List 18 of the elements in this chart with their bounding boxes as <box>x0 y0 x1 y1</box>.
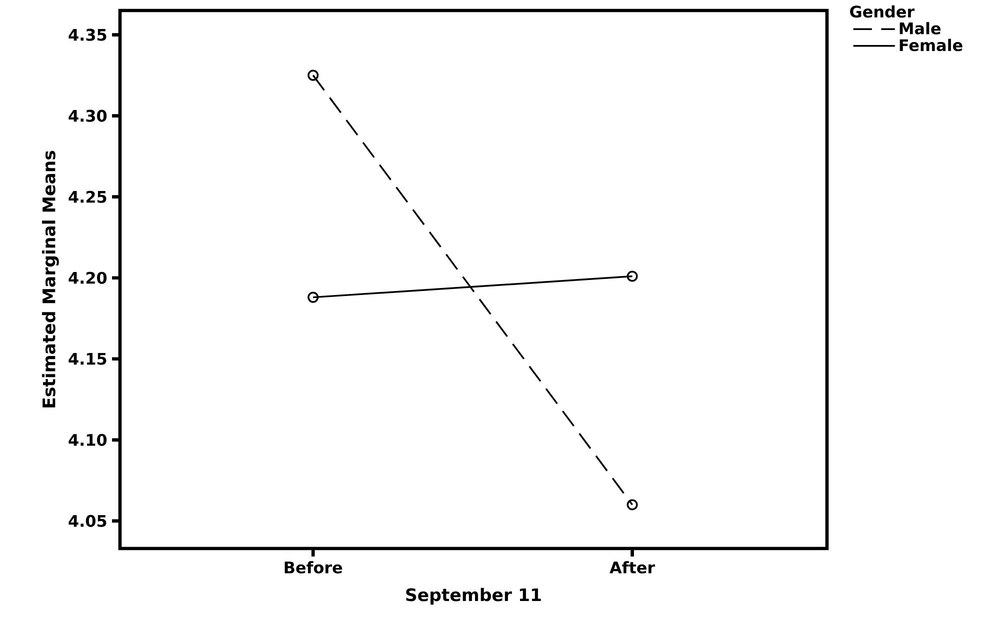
x-tick-label: Before <box>284 561 342 574</box>
legend-label: Male <box>900 22 941 35</box>
y-tick-label: 4.25 <box>68 191 106 204</box>
y-tick-label: 4.15 <box>68 353 106 366</box>
y-tick-label: 4.35 <box>68 29 106 42</box>
x-tick-label: After <box>610 561 656 574</box>
y-tick-label: 4.30 <box>68 110 107 122</box>
point <box>626 270 638 282</box>
y-tick-label: 4.05 <box>68 515 106 528</box>
x-axis-title: September 11 <box>406 588 541 605</box>
legend-label: Female <box>900 39 962 52</box>
point <box>308 70 319 82</box>
y-axis-title: Estimated Marginal Means <box>42 151 59 408</box>
y-tick-label: 4.20 <box>68 272 107 284</box>
point <box>626 499 638 510</box>
legend-title: Gender <box>850 6 915 18</box>
point <box>308 292 319 304</box>
y-tick-label: 4.10 <box>68 434 107 446</box>
